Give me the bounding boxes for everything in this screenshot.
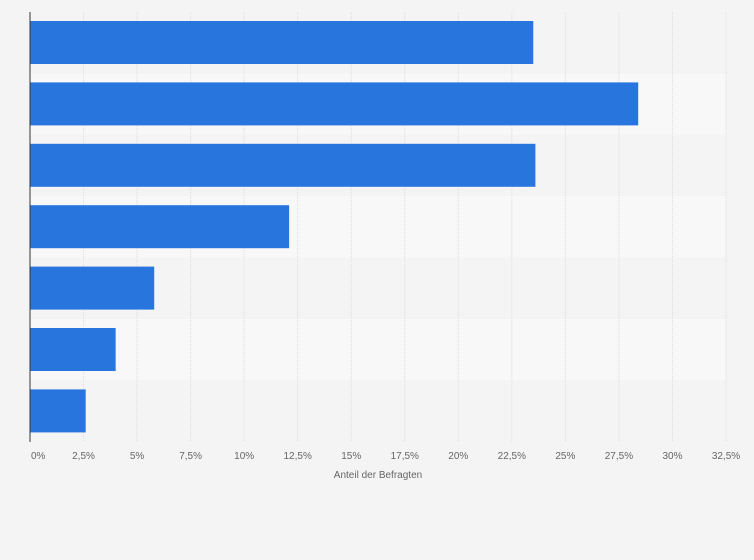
x-tick-label: 22,5% xyxy=(498,451,526,462)
x-tick-label: 12,5% xyxy=(284,451,312,462)
row-band xyxy=(30,380,726,442)
x-tick-label: 2,5% xyxy=(72,451,95,462)
x-tick-label: 17,5% xyxy=(391,451,419,462)
x-tick-label: 5% xyxy=(130,451,145,462)
bar[interactable] xyxy=(30,205,290,249)
bar[interactable] xyxy=(30,266,155,310)
bar[interactable] xyxy=(30,143,536,187)
x-tick-labels: 0% 2,5% 5% 7,5% 10% 12,5% 15% 17,5% 20% 22,5% 25% 2… xyxy=(31,451,740,462)
x-tick-label: 0% xyxy=(31,451,46,462)
x-tick-label: 30% xyxy=(662,451,682,462)
x-tick-label: 10% xyxy=(234,451,254,462)
bar[interactable] xyxy=(30,389,86,433)
x-tick-label: 27,5% xyxy=(605,451,633,462)
bar[interactable] xyxy=(30,328,116,371)
x-tick-label: 7,5% xyxy=(179,451,202,462)
x-tick-label: 32,5% xyxy=(712,451,740,462)
bars xyxy=(30,21,639,433)
bar[interactable] xyxy=(30,21,534,64)
bar[interactable] xyxy=(30,82,639,126)
x-tick-label: 25% xyxy=(555,451,575,462)
row-band xyxy=(30,319,726,381)
x-tick-label: 20% xyxy=(448,451,468,462)
x-tick-label: 15% xyxy=(341,451,361,462)
x-axis-title: Anteil der Befragten xyxy=(334,470,422,481)
